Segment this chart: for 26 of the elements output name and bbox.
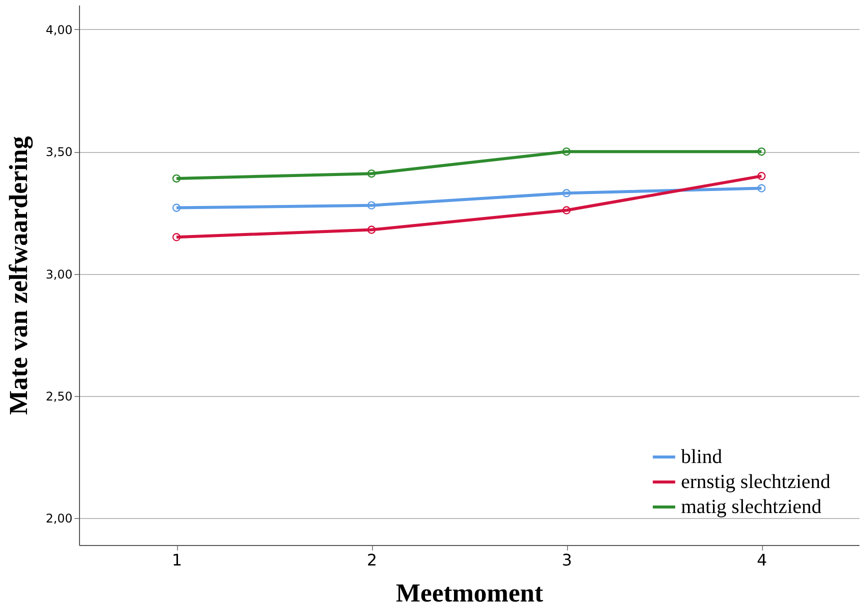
y-tick-label: 2,50 [46,389,72,404]
x-tick-label: 2 [366,550,378,570]
point [562,206,571,214]
x-tick-label: 4 [756,550,768,570]
point [562,147,571,156]
point [757,172,766,180]
point [367,226,376,234]
x-tick-label: 3 [562,550,572,570]
y-tick-label: 4,00 [46,22,72,37]
point [367,201,376,210]
point [172,204,181,212]
legend-label: matig slechtziend [681,496,822,518]
x-axis-title: Meetmoment [396,578,544,608]
point [757,184,766,192]
point [172,233,181,242]
legend-label: ernstig slechtziend [681,471,830,493]
point [172,174,181,183]
point [562,189,571,198]
point [757,147,766,156]
y-tick-label: 3,00 [46,267,72,282]
y-tick-label: 2,00 [46,512,72,526]
legend-label: blind [681,446,722,468]
y-axis-title: Mate van zelfwaardering [4,136,33,415]
x-tick-label: 1 [172,550,182,570]
point [367,169,376,178]
y-tick-label: 3,50 [46,145,72,160]
